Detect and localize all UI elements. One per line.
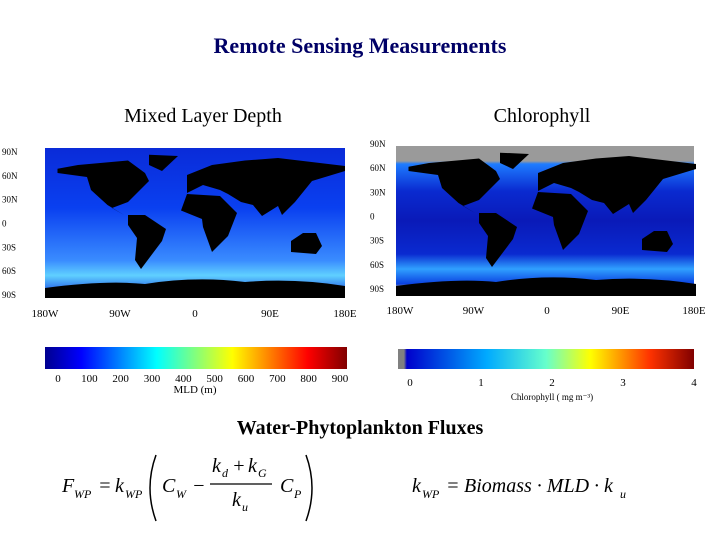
eq-sub: W	[176, 487, 187, 501]
colorbar-tick: 200	[112, 373, 129, 385]
colorbar-tick: 500	[206, 373, 223, 385]
lat-label: 60N	[370, 163, 386, 173]
lat-label: 90N	[370, 139, 386, 149]
section-title: Water-Phytoplankton Fluxes	[237, 417, 484, 439]
colorbar-tick: 400	[175, 373, 192, 385]
lat-label: 60N	[2, 171, 18, 181]
lat-label: 60S	[370, 260, 384, 270]
equation-1: F WP = k WP C W − k d + k G k u C P	[61, 454, 313, 522]
colorbar-tick: 900	[332, 373, 349, 385]
eq-sub: WP	[74, 487, 92, 501]
colorbar-label: Chlorophyll ( mg m⁻³)	[511, 392, 593, 402]
eq-symbol: k	[232, 489, 242, 511]
lon-label: 0	[192, 308, 198, 320]
colorbar	[45, 347, 347, 369]
eq-symbol: C	[162, 475, 176, 497]
colorbar-tick: 2	[549, 377, 555, 389]
colorbar	[398, 349, 694, 369]
colorbar-tick: 100	[81, 373, 98, 385]
lon-label: 180W	[387, 305, 415, 317]
lon-label: 90E	[261, 308, 279, 320]
eq-sub: u	[620, 487, 626, 501]
colorbar-tick: 0	[407, 377, 413, 389]
lat-label: 30N	[370, 187, 386, 197]
eq-symbol: =	[446, 475, 460, 497]
colorbar-tick: 4	[691, 377, 697, 389]
map-mld	[45, 148, 345, 298]
panel-title: Mixed Layer Depth	[124, 105, 282, 127]
colorbar-tick: 600	[238, 373, 255, 385]
eq-symbol: C	[280, 475, 294, 497]
colorbar-label: MLD (m)	[173, 384, 216, 396]
eq-symbol: k	[248, 455, 258, 477]
eq-symbol: k	[212, 455, 222, 477]
lat-label: 30S	[2, 242, 16, 252]
eq-symbol: =	[98, 475, 112, 497]
eq-sub: P	[293, 487, 302, 501]
lat-label: 0	[2, 219, 7, 229]
lon-label: 90W	[463, 305, 485, 317]
colorbar-tick: 0	[55, 373, 61, 385]
colorbar-tick: 3	[620, 377, 626, 389]
equation-2: k WP = Biomass · MLD · k u	[412, 475, 626, 501]
eq-symbol: Biomass · MLD · k	[464, 475, 614, 497]
lon-label: 0	[544, 305, 550, 317]
eq-symbol: −	[192, 475, 206, 497]
eq-sub: G	[258, 466, 267, 480]
lat-label: 90N	[2, 147, 18, 157]
colorbar-tick: 800	[300, 373, 317, 385]
lat-label: 0	[370, 212, 375, 222]
eq-symbol: F	[61, 475, 75, 497]
lat-label: 90S	[2, 290, 16, 300]
colorbar-tick: 300	[144, 373, 161, 385]
eq-symbol: k	[115, 475, 125, 497]
title: Remote Sensing Measurements	[214, 33, 507, 58]
colorbar-tick: 700	[269, 373, 286, 385]
eq-sub: WP	[125, 487, 143, 501]
lon-label: 90W	[109, 308, 131, 320]
lon-label: 180E	[333, 308, 357, 320]
map-chlorophyll	[396, 146, 696, 296]
eq-sub: d	[222, 466, 229, 480]
lon-label: 180E	[682, 305, 706, 317]
panel-title: Chlorophyll	[494, 105, 591, 127]
lon-label: 180W	[32, 308, 60, 320]
eq-symbol: +	[232, 455, 246, 477]
eq-sub: WP	[422, 487, 440, 501]
lat-label: 30N	[2, 195, 18, 205]
eq-symbol: k	[412, 475, 422, 497]
eq-sub: u	[242, 500, 248, 514]
lat-label: 30S	[370, 236, 384, 246]
lat-label: 90S	[370, 284, 384, 294]
lat-label: 60S	[2, 266, 16, 276]
lon-label: 90E	[612, 305, 630, 317]
colorbar-tick: 1	[478, 377, 484, 389]
